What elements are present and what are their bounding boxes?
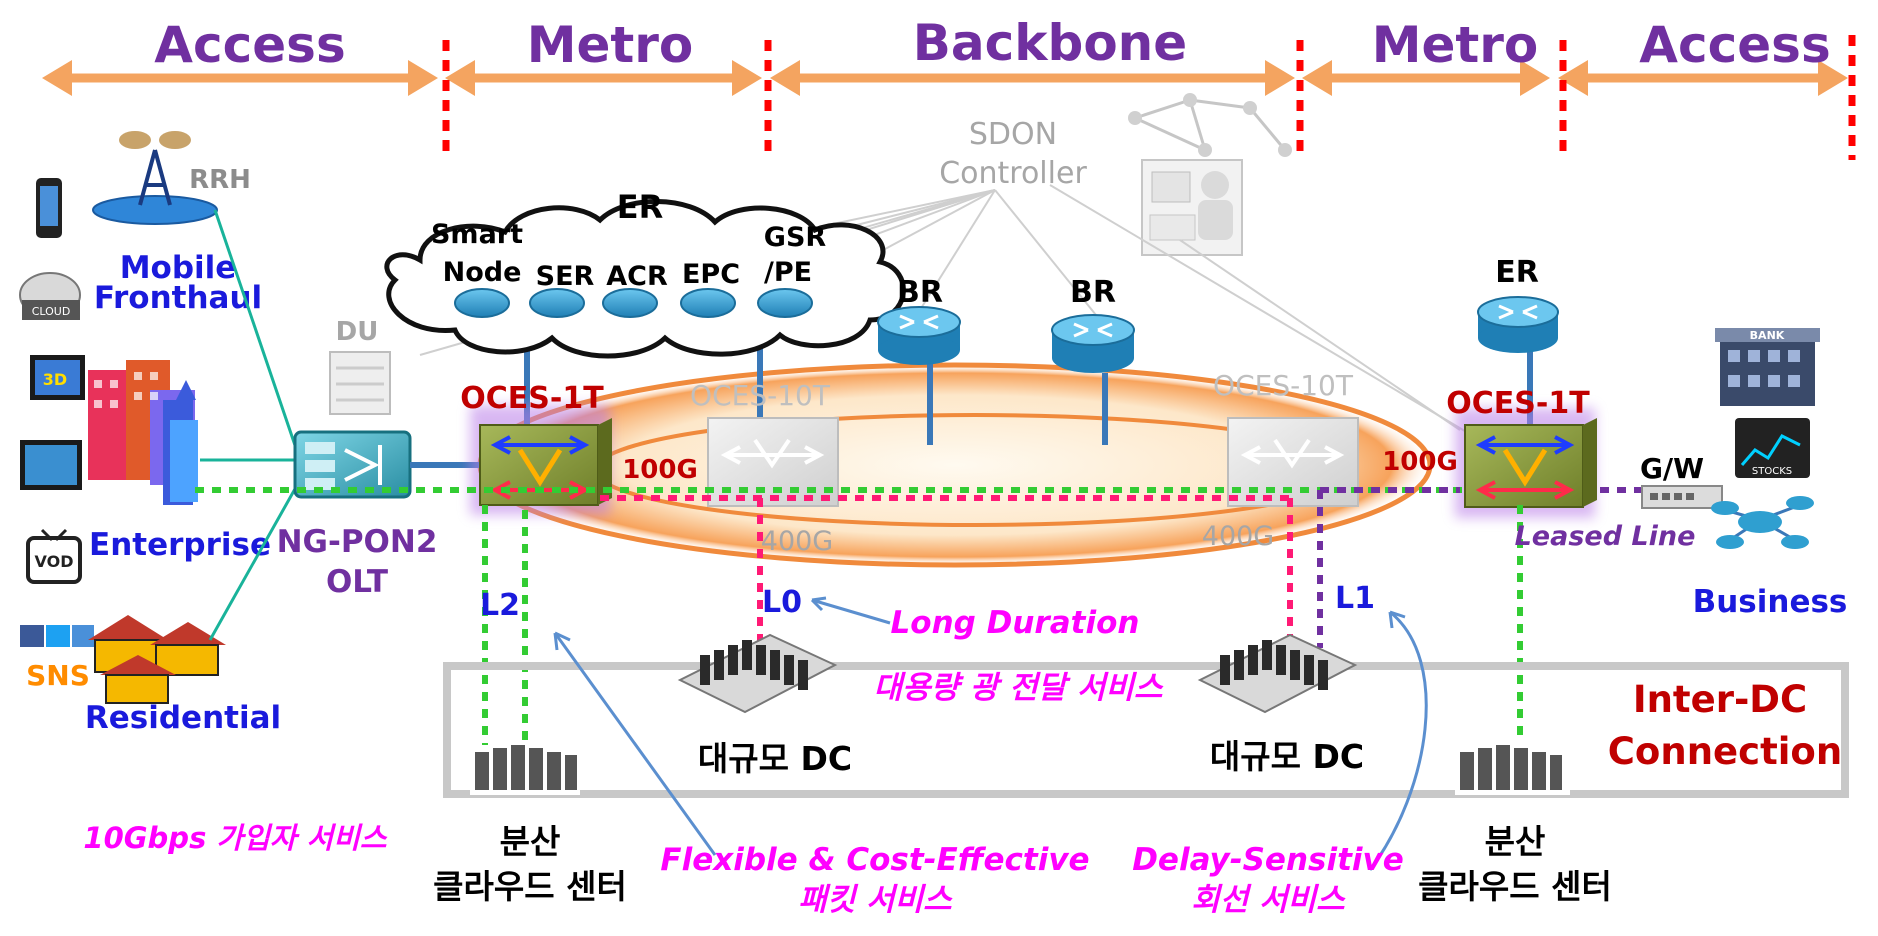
optical-service-label: 대용량 광 전달 서비스 [873,670,1164,706]
business-network-icon [1711,496,1814,549]
smart-node-label-line1: Smart [431,219,523,250]
segment-arrows [42,60,1848,96]
controller-label-line1: SDON [969,117,1057,152]
gsr-label: GSR [764,222,827,253]
er-label-right: ER [1495,255,1539,290]
large-dc-left-label: 대규모 DC [698,739,852,778]
delay-service-line2: 회선 서비스 [1191,882,1346,918]
er-router-right: ER [1477,255,1559,353]
br-router-right: BR [1051,275,1135,373]
mobile-label-line2: Fronthaul [94,280,262,316]
long-duration-label: Long Duration [891,605,1140,641]
layer-l2-label: L2 [480,588,520,623]
enterprise-buildings-icon [88,360,198,505]
layer-l1-label: L1 [1335,581,1375,616]
oces10-left-label: OCES-10T [690,379,831,412]
ser-label: SER [536,261,595,292]
dist-dc-left-label-line1: 분산 [500,822,561,861]
rrh-label: RRH [189,165,251,195]
controller-network-icon [1128,93,1292,157]
stocks-badge-text: STOCKS [1752,466,1792,477]
segment-label-metro-left: Metro [527,16,694,74]
subscriber-service-label: 10Gbps 가입자 서비스 [83,821,388,855]
inter-dc-box [443,662,1849,798]
rate-400g-right: 400G [1202,521,1274,552]
large-dc-right-label: 대규모 DC [1210,737,1364,776]
cloud-badge-text: CLOUD [32,305,71,318]
epc-label: EPC [682,259,740,290]
controller-label-line2: Controller [939,156,1087,191]
stocks-monitor-icon: STOCKS [1735,418,1810,478]
layer-l0-label: L0 [762,585,802,620]
segment-boundaries [442,35,1856,160]
rate-100g-right: 100G [1382,447,1458,477]
business-label: Business [1693,584,1848,620]
acr-label: ACR [606,261,668,292]
er-cloud: ER Smart Node SER ACR EPC GSR /PE [384,188,906,359]
olt-label-line1: NG-PON2 [277,524,438,560]
segment-label-access-right: Access [1639,16,1830,74]
inter-dc-label-line1: Inter-DC [1633,678,1807,721]
du-label: DU [336,317,379,347]
vod-tv-icon: VOD [26,528,82,584]
bank-building-icon: BANK [1715,328,1820,406]
dist-dc-right-label-line1: 분산 [1485,822,1546,861]
segment-label-backbone: Backbone [913,14,1187,72]
svg-text:3D: 3D [43,370,67,389]
residential-label: Residential [85,700,281,736]
tv-icon [20,440,82,490]
ng-pon2-olt: NG-PON2 OLT [277,430,438,600]
segment-label-access-left: Access [154,16,345,74]
oces10-right-label: OCES-10T [1213,369,1354,402]
dist-dc-right-label-line2: 클라우드 센터 [1418,867,1612,906]
service-paths [195,487,1720,750]
flexible-service-line1: Flexible & Cost-Effective [660,842,1089,878]
bank-badge-text: BANK [1750,329,1785,342]
distributed-dc-right-icon [1455,740,1570,795]
smart-node-label-line2: Node [443,257,522,288]
gateway-label: G/W [1640,452,1704,485]
large-dc-left-icon [677,633,838,714]
residential-houses-icon [88,615,226,704]
oces-1t-right: OCES-1T [1446,386,1597,518]
inter-dc-label-line2: Connection [1608,730,1842,773]
oces-1t-left: OCES-1T [460,381,612,515]
sns-icons: SNS [20,625,94,692]
access-teal-links [200,209,302,641]
segment-label-metro-right: Metro [1372,16,1539,74]
cloud-router-icons [454,288,813,318]
oces-left-label: OCES-1T [460,381,604,416]
rrh-tower: RRH [92,131,251,225]
gateway-device: G/W [1640,452,1723,509]
smartphone-icon [36,178,62,238]
cloud-service-icon: CLOUD [19,272,81,320]
sns-badge-text: SNS [26,659,90,692]
br-label-right: BR [1070,275,1116,310]
rate-400g-left: 400G [761,526,833,557]
delay-service-line1: Delay-Sensitive [1132,842,1404,878]
annotation-pointers [553,596,1428,871]
distributed-dc-left-icon [470,745,580,795]
leased-line-label: Leased Line [1515,521,1696,552]
mobile-label-line1: Mobile [120,250,237,286]
pe-label: /PE [764,257,812,288]
flexible-service-line2: 패킷 서비스 [798,882,953,918]
dist-dc-left-label-line2: 클라우드 센터 [433,867,627,906]
large-dc-right-icon [1197,633,1358,714]
du-device: DU [329,317,391,415]
er-cloud-title: ER [617,188,664,226]
oces-10t-left: OCES-10T 400G [690,379,839,557]
tv-3d-icon: 3D [30,355,85,400]
operator-workstation-icon [1141,159,1243,256]
rate-100g-left: 100G [622,455,698,485]
oces-right-label: OCES-1T [1446,386,1590,421]
br-router-left: BR [877,275,961,365]
vod-badge-text: VOD [35,552,74,571]
enterprise-label: Enterprise [89,527,271,563]
sdon-controller: SDON Controller [939,93,1292,256]
olt-label-line2: OLT [326,564,388,600]
br-label-left: BR [897,275,943,310]
